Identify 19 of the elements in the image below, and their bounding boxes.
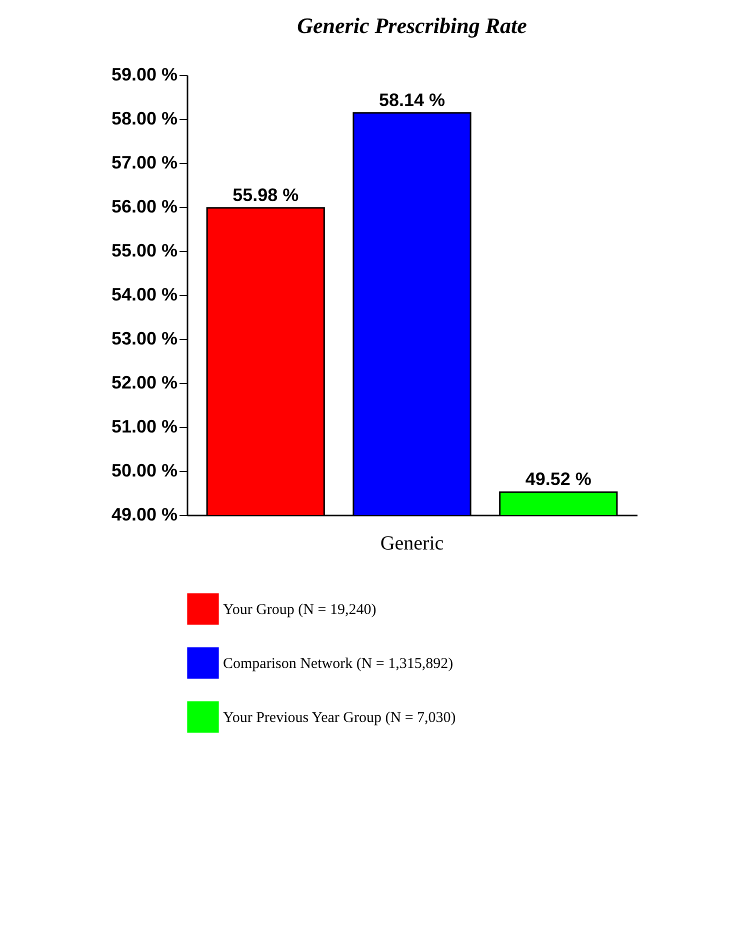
y-tick-label: 58.00 % <box>111 108 178 128</box>
legend-label: Your Previous Year Group (N = 7,030) <box>223 710 456 726</box>
y-tick-label: 53.00 % <box>111 328 178 348</box>
y-tick-label: 50.00 % <box>111 460 178 480</box>
x-tick-label: Generic <box>380 532 444 554</box>
y-tick-label: 56.00 % <box>111 196 178 216</box>
y-tick-label: 52.00 % <box>111 372 178 392</box>
data-label: 58.14 % <box>378 90 446 110</box>
y-tick-label: 57.00 % <box>111 152 178 172</box>
data-label: 55.98 % <box>232 184 299 205</box>
legend-label: Comparison Network (N = 1,315,892) <box>223 656 454 672</box>
legend-label: Your Group (N = 19,240) <box>223 602 376 618</box>
y-tick-label: 51.00 % <box>111 416 178 436</box>
y-tick-label: 54.00 % <box>111 284 178 304</box>
data-label: 49.52 % <box>525 469 592 490</box>
chart-title: Generic Prescribing Rate <box>297 13 528 38</box>
y-tick-label: 55.00 % <box>111 240 178 260</box>
y-tick-label: 49.00 % <box>111 504 178 524</box>
y-tick-label: 59.00 % <box>111 64 178 84</box>
